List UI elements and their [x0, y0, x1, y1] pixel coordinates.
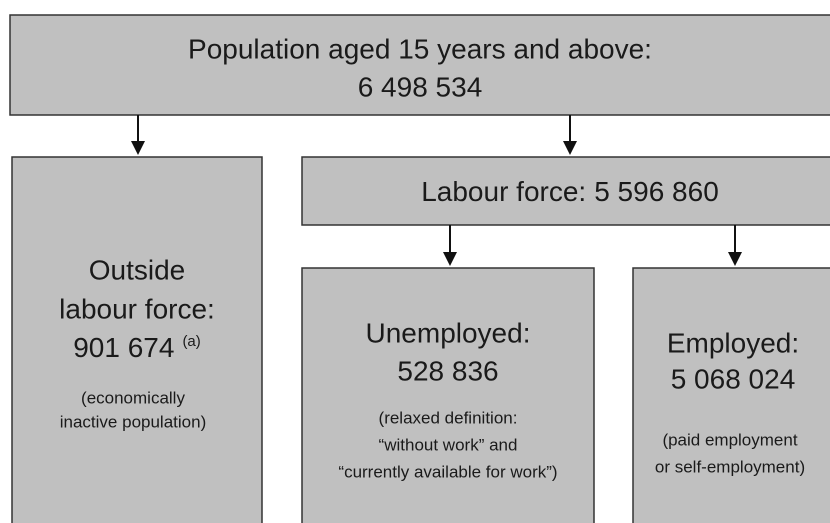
node-description: inactive population) — [60, 412, 206, 431]
node-description: “currently available for work”) — [338, 462, 557, 481]
labour-force-box — [301, 156, 830, 226]
node-value: 5 068 024 — [671, 363, 796, 394]
node-description: (paid employment — [662, 430, 797, 449]
note-marker: (a) — [182, 333, 200, 350]
node-line: Labour force: 5 596 860 — [421, 176, 719, 207]
node-description: (relaxed definition: — [379, 408, 518, 427]
node-value-line: 901 674 (a) — [73, 332, 201, 363]
outside-box — [11, 156, 263, 523]
arrow — [728, 225, 742, 266]
employed-box — [632, 267, 830, 523]
node-title: Unemployed: — [366, 317, 531, 348]
node-value: 5 596 860 — [594, 176, 719, 207]
node-description: “without work” and — [379, 435, 518, 454]
unemployed-box — [301, 267, 595, 523]
node-title: Labour force: — [421, 176, 586, 207]
node-title: Population aged 15 years and above: — [188, 33, 652, 64]
node-value: 901 674 — [73, 332, 174, 363]
node-description: (economically — [81, 388, 185, 407]
node-description: or self-employment) — [655, 457, 805, 476]
node-value: 6 498 534 — [358, 71, 483, 102]
node-value: 528 836 — [397, 355, 498, 386]
arrow — [443, 225, 457, 266]
population-box — [9, 14, 830, 116]
node-title: Outside — [89, 254, 186, 285]
arrow — [131, 115, 145, 155]
node-title: labour force: — [59, 293, 215, 324]
arrow — [563, 115, 577, 155]
node-title: Employed: — [667, 327, 799, 358]
